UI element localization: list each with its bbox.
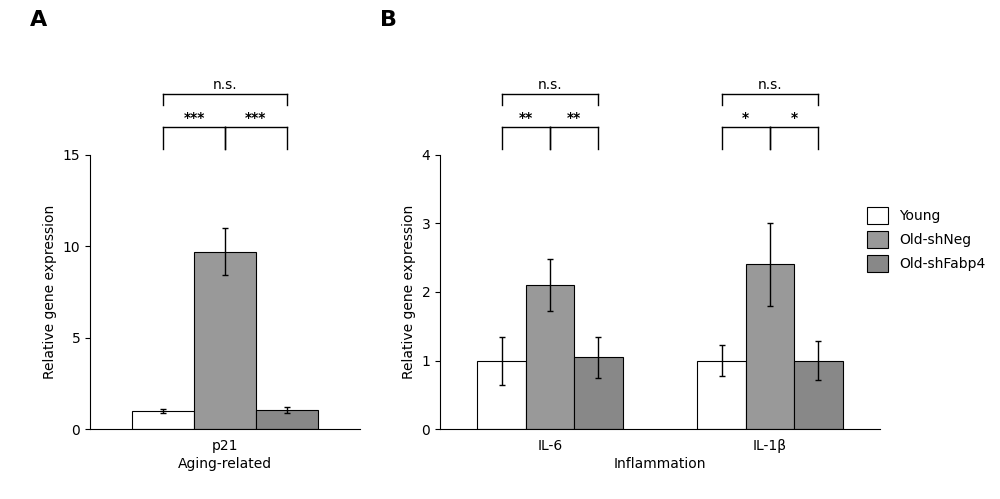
Text: ***: *** xyxy=(183,111,205,125)
Bar xyxy=(132,411,194,429)
Bar xyxy=(794,360,843,429)
Bar xyxy=(526,285,574,429)
Bar xyxy=(194,251,256,429)
Text: Inflammation: Inflammation xyxy=(614,457,706,471)
Text: **: ** xyxy=(519,111,533,125)
Text: *: * xyxy=(791,111,798,125)
Text: *: * xyxy=(742,111,749,125)
Bar xyxy=(477,360,526,429)
Bar xyxy=(746,264,794,429)
Text: Aging-related: Aging-related xyxy=(178,457,272,471)
Text: **: ** xyxy=(567,111,581,125)
Y-axis label: Relative gene expression: Relative gene expression xyxy=(43,205,57,379)
Bar xyxy=(256,410,318,429)
Bar xyxy=(697,360,746,429)
Y-axis label: Relative gene expression: Relative gene expression xyxy=(402,205,416,379)
Legend: Young, Old-shNeg, Old-shFabp4: Young, Old-shNeg, Old-shFabp4 xyxy=(864,205,988,274)
Bar xyxy=(574,357,623,429)
Text: A: A xyxy=(30,10,47,30)
Text: ***: *** xyxy=(245,111,267,125)
Text: B: B xyxy=(380,10,397,30)
Text: n.s.: n.s. xyxy=(213,78,237,92)
Text: n.s.: n.s. xyxy=(538,78,562,92)
Text: n.s.: n.s. xyxy=(758,78,782,92)
